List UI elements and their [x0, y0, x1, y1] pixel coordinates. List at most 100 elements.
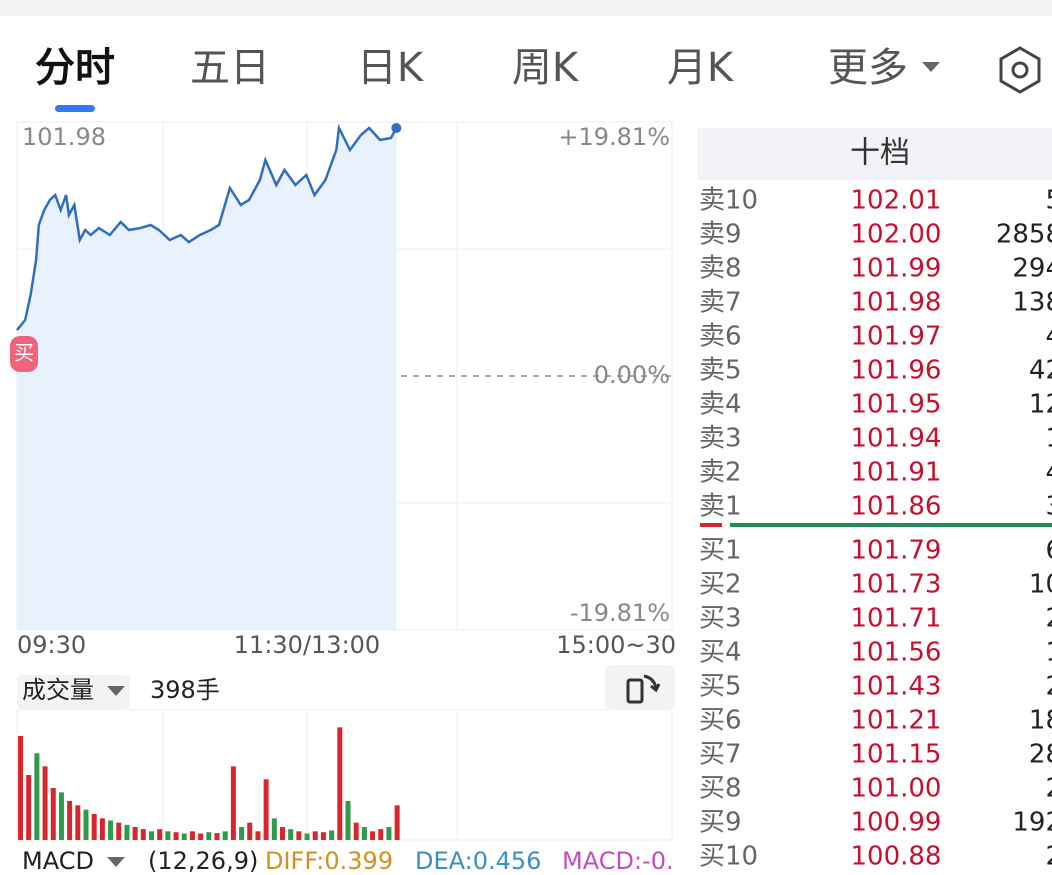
level-label: 买9	[699, 808, 742, 838]
tab[interactable]: 五日	[190, 45, 270, 91]
volume-bar	[157, 829, 163, 840]
volume-bar	[247, 822, 253, 840]
volume-bar	[58, 792, 64, 840]
level-volume: 6	[1045, 536, 1052, 566]
volume-bar	[214, 833, 220, 840]
volume-bar	[198, 833, 204, 840]
tab[interactable]: 周K	[512, 45, 580, 91]
volume-bar	[312, 831, 318, 840]
macd-value: MACD:-0.	[562, 847, 674, 875]
y2-tick-label: -19.81%	[570, 599, 670, 627]
level-volume: 42	[1029, 356, 1052, 386]
level-label: 买1	[699, 536, 742, 566]
level-label: 卖4	[699, 390, 742, 420]
volume-selector[interactable]	[17, 675, 130, 709]
level-price: 101.91	[851, 458, 942, 488]
level-price: 101.94	[851, 424, 942, 454]
level-label: 买4	[699, 638, 742, 668]
level-volume: 1	[1045, 638, 1052, 668]
tab[interactable]: 月K	[667, 45, 735, 91]
volume-bar	[42, 766, 48, 840]
volume-bar	[181, 833, 187, 840]
level-label: 卖2	[699, 458, 742, 488]
level-price: 101.71	[851, 604, 942, 634]
volume-bar	[91, 814, 97, 840]
level-price: 101.79	[851, 536, 942, 566]
last-price-dot	[391, 123, 402, 134]
volume-bar	[255, 831, 261, 840]
volume-bar	[140, 829, 146, 840]
level-price: 100.88	[851, 842, 942, 872]
level-label: 买2	[699, 570, 742, 600]
level-price: 102.01	[851, 186, 942, 216]
level-price: 101.96	[851, 356, 942, 386]
volume-bar	[83, 809, 89, 840]
level-price: 101.97	[851, 322, 942, 352]
volume-bar	[361, 827, 367, 840]
macd-title[interactable]: MACD	[22, 847, 94, 875]
volume-bar	[149, 831, 154, 840]
volume-bar	[378, 829, 384, 840]
buy-marker: 买	[14, 341, 34, 365]
settings-icon[interactable]	[999, 46, 1041, 94]
level-volume: 138	[1012, 288, 1052, 318]
volume-bar	[280, 827, 285, 840]
volume-bar	[370, 831, 376, 840]
level-volume: 18	[1029, 706, 1052, 736]
y2-tick-label: 0.00%	[594, 361, 670, 389]
level-label: 卖10	[699, 186, 758, 216]
x-tick-label: 15:00~30	[556, 631, 676, 659]
volume-bar	[26, 775, 32, 840]
price-line	[16, 123, 398, 331]
volume-bar	[230, 766, 236, 840]
level-label: 买8	[699, 774, 742, 804]
level-price: 101.86	[851, 492, 942, 522]
volume-bar	[222, 831, 228, 840]
level-label: 买10	[699, 842, 758, 872]
level-volume: 4	[1045, 458, 1052, 488]
volume-bar	[394, 805, 400, 840]
macd-arrow	[107, 857, 125, 867]
level-label: 买5	[699, 672, 742, 702]
level-price: 101.56	[851, 638, 942, 668]
volume-bar	[386, 827, 392, 840]
rotate-icon	[626, 674, 661, 704]
rotate-button[interactable]	[605, 665, 675, 709]
level-price: 101.73	[851, 570, 942, 600]
level-price: 101.15	[851, 740, 942, 770]
volume-bar	[34, 753, 40, 840]
tab[interactable]: 更多	[828, 45, 908, 91]
level-volume: 1	[1045, 424, 1052, 454]
level-label: 卖8	[699, 254, 742, 284]
tab[interactable]: 分时	[35, 45, 115, 91]
level-volume: 2858	[996, 220, 1052, 250]
level-label: 买3	[699, 604, 742, 634]
volume-bar	[304, 833, 310, 840]
level-label: 卖7	[699, 288, 742, 318]
level-volume: 2	[1045, 842, 1052, 872]
order-book-title: 十档	[850, 136, 910, 171]
volume-bar	[288, 829, 294, 840]
volume-bar	[173, 832, 179, 840]
volume-bar	[99, 818, 105, 840]
x-tick-label: 11:30/13:00	[234, 631, 380, 659]
level-volume: 192	[1012, 808, 1052, 838]
volume-bar	[67, 801, 73, 840]
volume-title[interactable]: 成交量	[22, 676, 94, 704]
price-area	[17, 128, 397, 630]
level-price: 100.99	[851, 808, 942, 838]
volume-bar	[353, 822, 359, 840]
tab[interactable]: 日K	[357, 45, 425, 91]
macd-params: (12,26,9)	[148, 847, 258, 875]
more-arrow	[922, 62, 940, 72]
volume-current: 398手	[150, 676, 220, 704]
volume-frame	[16, 709, 673, 841]
volume-arrow	[107, 686, 125, 696]
level-label: 卖6	[699, 322, 742, 352]
volume-bar	[75, 805, 81, 840]
level-label: 买6	[699, 706, 742, 736]
level-label: 卖1	[699, 492, 742, 522]
volume-bar	[50, 788, 56, 840]
volume-bar	[320, 832, 326, 840]
